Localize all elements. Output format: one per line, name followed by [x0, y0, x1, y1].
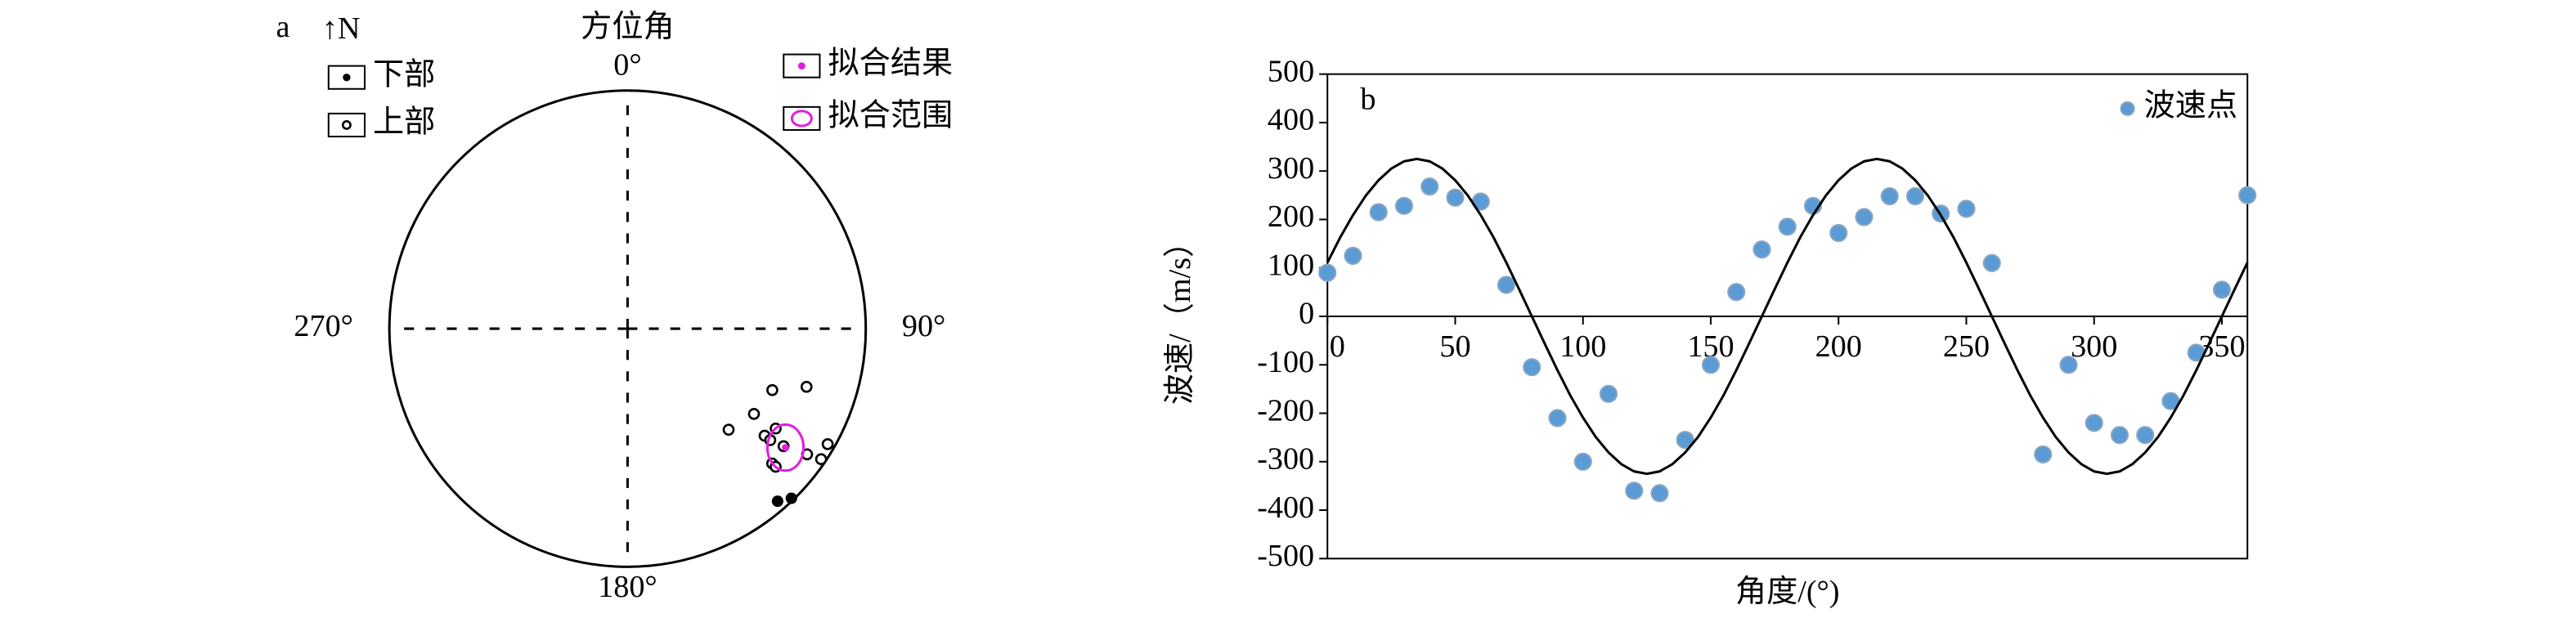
net-tick-label: 180°: [598, 570, 657, 604]
data-point: [1446, 188, 1465, 207]
y-tick-label: -500: [1257, 539, 1314, 573]
x-tick-label: 0: [1330, 329, 1345, 364]
legend-marker: [341, 120, 352, 130]
point: [815, 453, 828, 466]
data-point: [2212, 280, 2232, 299]
net-tick-label: 270°: [294, 309, 353, 343]
data-point: [1523, 358, 1542, 377]
y-tick-label: -300: [1257, 442, 1314, 477]
data-point: [1752, 240, 1771, 259]
y-tick-label: 0: [1299, 297, 1314, 331]
data-point: [1855, 208, 1874, 226]
data-point: [2085, 414, 2103, 432]
legend-marker: [2120, 101, 2135, 116]
data-point: [1548, 409, 1567, 428]
fit-range: [765, 423, 806, 473]
data-point: [1573, 452, 1592, 471]
point: [800, 380, 813, 393]
data-point: [1982, 253, 2001, 272]
x-tick-label: 300: [2071, 329, 2117, 364]
legend-box: [327, 112, 366, 138]
legend-box: [783, 105, 821, 131]
chart-title: 方位角: [581, 9, 674, 44]
data-point: [1497, 275, 1516, 294]
data-point: [1676, 431, 1694, 450]
legend-label: 拟合结果: [828, 46, 954, 80]
data-point: [2034, 445, 2053, 464]
data-point: [1957, 199, 1976, 218]
point: [722, 423, 735, 436]
net-circle: [388, 89, 868, 568]
y-tick-label: 300: [1268, 151, 1314, 186]
x-tick-label: 100: [1560, 329, 1606, 364]
data-point: [1778, 217, 1797, 236]
x-tick-label: 50: [1439, 329, 1470, 364]
legend-marker: [343, 74, 351, 82]
fit-point: [782, 444, 789, 451]
data-point: [1599, 384, 1618, 403]
y-tick-label: 500: [1268, 54, 1314, 88]
data-point: [2238, 186, 2257, 204]
data-point: [1829, 224, 1848, 243]
net-tick-label: 90°: [902, 309, 945, 343]
data-point: [1344, 246, 1362, 265]
x-axis-label: 角度/(°): [1735, 574, 1840, 609]
y-tick-label: 100: [1268, 248, 1314, 282]
legend-marker: [790, 110, 813, 128]
data-point: [1880, 186, 1899, 206]
legend-label: 上部: [373, 105, 435, 140]
legend-box: [783, 53, 821, 78]
data-point: [1701, 356, 1721, 374]
data-point: [1727, 283, 1746, 302]
data-point: [1369, 203, 1388, 222]
legend-label: 下部: [373, 56, 435, 92]
data-point: [1650, 484, 1669, 503]
data-point: [2059, 356, 2078, 374]
data-point: [2136, 426, 2155, 445]
net-tick-label: 0°: [613, 47, 641, 82]
panel-label: a: [276, 10, 290, 44]
point: [747, 407, 761, 420]
legend-label: 拟合范围: [828, 99, 954, 133]
data-point: [1420, 177, 1439, 196]
legend-box: [327, 65, 366, 90]
data-point: [1905, 186, 1925, 206]
data-point: [1394, 196, 1414, 215]
data-point: [1625, 481, 1644, 500]
y-tick-label: 200: [1268, 199, 1314, 234]
data-point: [2110, 426, 2129, 445]
point: [771, 495, 783, 508]
data-point: [1318, 263, 1337, 282]
y-tick-label: -200: [1257, 393, 1314, 428]
north-label: ↑N: [322, 11, 361, 46]
point: [785, 492, 797, 504]
x-tick-label: 200: [1815, 329, 1862, 364]
fit-curve: [1326, 157, 2249, 476]
legend-label: 波速点: [2144, 89, 2237, 123]
y-axis-label: 波速/（m/s）: [1163, 226, 1197, 405]
point: [766, 383, 779, 396]
y-tick-label: 400: [1268, 103, 1314, 137]
y-tick-label: -100: [1257, 345, 1314, 379]
panel-label: b: [1360, 83, 1376, 117]
x-tick-label: 250: [1943, 329, 1990, 364]
y-tick-label: -400: [1257, 490, 1314, 525]
legend-marker: [797, 62, 806, 70]
point: [821, 438, 834, 450]
x-tick-label: 350: [2198, 329, 2245, 364]
